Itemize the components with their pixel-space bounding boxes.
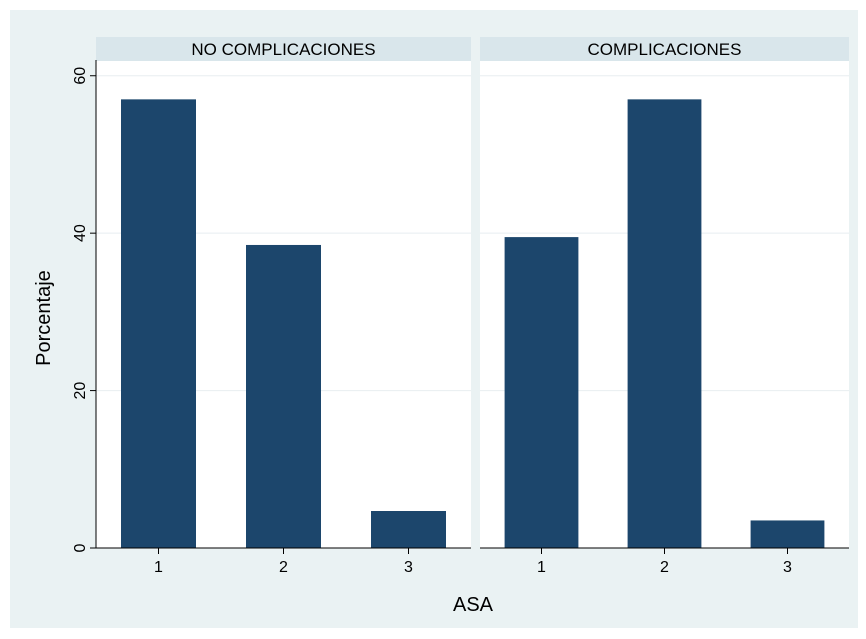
bar [371,511,446,548]
panel-title: COMPLICACIONES [588,40,742,59]
bar [504,237,579,548]
bar [627,99,702,549]
x-tick-label: 3 [783,559,792,576]
panel-header [96,37,471,61]
y-axis: 0 20 40 60 [72,60,97,552]
bar [246,244,321,548]
y-tick-label: 20 [72,382,89,400]
panel-title: NO COMPLICACIONES [191,40,375,59]
panel-header [480,37,849,61]
y-tick-label: 40 [72,224,89,242]
x-tick-label: 1 [537,559,546,576]
x-tick-label: 1 [154,559,163,576]
x-tick-label: 3 [404,559,413,576]
panels-layer: NO COMPLICACIONES 1 2 3 COMPLICACIONES 1 2 3 [96,37,849,576]
bar [121,99,196,549]
x-tick-label: 2 [279,559,288,576]
x-tick-label: 2 [660,559,669,576]
panel-2: COMPLICACIONES 1 2 3 [480,37,849,576]
y-axis-title: Porcentaje [33,270,55,366]
y-tick-label: 0 [72,543,89,552]
panel-1: NO COMPLICACIONES 1 2 3 [96,37,471,576]
y-tick-label: 60 [72,67,89,85]
x-axis-title: ASA [453,594,494,616]
bar [750,520,825,548]
